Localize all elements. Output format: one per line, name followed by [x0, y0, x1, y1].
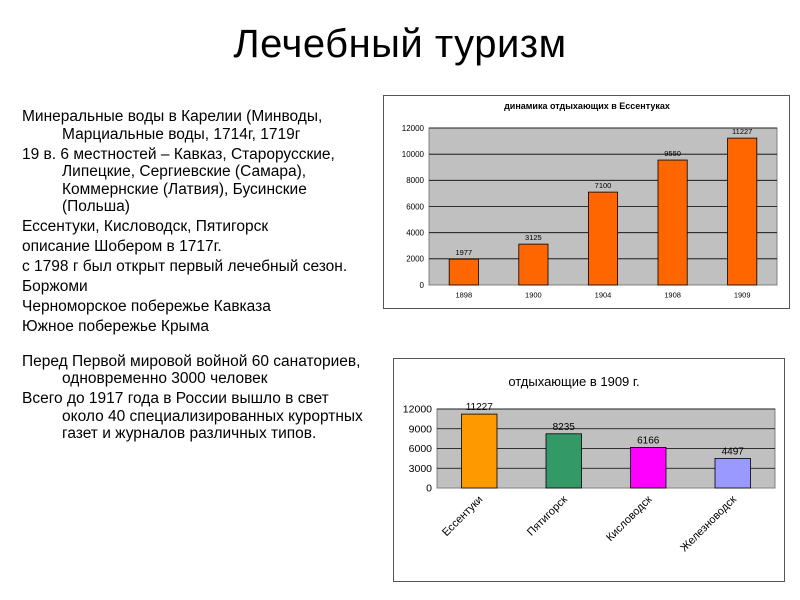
bar: [657, 159, 688, 286]
y-tick-label: 0: [420, 281, 425, 290]
data-label: 8235: [553, 422, 576, 433]
bar: [545, 433, 582, 489]
essentuki-dynamics-chart-svg: динамика отдыхающих в Ессентуках 0 2000 400…: [402, 101, 778, 300]
data-label: 11227: [466, 402, 494, 413]
data-label: 1977: [455, 248, 472, 257]
bar: [727, 137, 758, 286]
bullet-item: с 1798 г был открыт первый лечебный сезо…: [22, 258, 348, 275]
x-tick-label: 1904: [595, 291, 612, 300]
y-tick-label: 10000: [402, 150, 425, 159]
bullet-item: Черноморское побережье Кавказа: [22, 298, 271, 315]
x-tick-label: 1909: [734, 291, 751, 300]
x-tick-label: Кисловодск: [604, 494, 654, 544]
essentuki-dynamics-chart: динамика отдыхающих в Ессентуках 0 2000 400…: [383, 95, 790, 309]
y-tick-label: 9000: [409, 423, 433, 435]
x-tick-label: Железноводск: [678, 494, 739, 555]
y-tick-label: 8000: [406, 176, 424, 185]
bar: [518, 243, 549, 286]
bar: [587, 191, 619, 286]
bullet-item: Боржоми: [22, 278, 88, 295]
y-tick-label: 0: [426, 483, 432, 495]
data-label: 6166: [637, 435, 660, 446]
x-tick-label: Ессентуки: [440, 494, 485, 539]
bullet-item: Минеральные воды в Карелии (Минводы, Мар…: [22, 108, 323, 143]
x-tick-label: 1898: [455, 291, 472, 300]
data-label: 3125: [525, 233, 542, 242]
slide-title: Лечебный туризм: [233, 22, 567, 66]
bar: [714, 457, 751, 489]
data-label: 4497: [722, 446, 745, 457]
data-label: 11227: [732, 127, 752, 136]
bullet-item: Южное побережье Крыма: [22, 318, 209, 335]
bullet-item: описание Шобером в 1717г.: [22, 238, 222, 255]
chart-title: отдыхающие в 1909 г.: [508, 374, 639, 389]
data-label: 7100: [595, 181, 612, 190]
bar: [630, 447, 667, 489]
bullet-item: 19 в. 6 местностей – Кавказ, Старорусски…: [22, 145, 335, 216]
y-tick-label: 12000: [403, 404, 432, 416]
y-tick-label: 6000: [409, 443, 433, 455]
resorts-1909-chart: отдыхающие в 1909 г. 0 3000 6000 9000 12000 11…: [393, 358, 785, 582]
chart-title: динамика отдыхающих в Ессентуках: [504, 101, 670, 111]
data-label: 9550: [664, 149, 681, 158]
bullet-item: Всего до 1917 года в России вышло в свет…: [22, 390, 363, 442]
y-tick-label: 3000: [409, 463, 433, 475]
bullet-item: Ессентуки, Кисловодск, Пятигорск: [22, 218, 269, 235]
bullet-list: Минеральные воды в Карелии (Минводы, Мар…: [22, 108, 367, 445]
x-tick-label: Пятигорск: [525, 494, 570, 539]
resorts-1909-chart-svg: отдыхающие в 1909 г. 0 3000 6000 9000 12000 11…: [403, 374, 776, 555]
bar: [461, 413, 498, 489]
x-tick-label: 1908: [664, 291, 681, 300]
y-tick-label: 6000: [406, 202, 424, 211]
y-tick-label: 2000: [406, 255, 424, 264]
bar: [448, 258, 479, 286]
y-tick-label: 12000: [402, 124, 425, 133]
x-tick-label: 1900: [525, 291, 542, 300]
y-tick-label: 4000: [406, 228, 424, 237]
bullet-item: Перед Первой мировой войной 60 санаторие…: [22, 352, 361, 388]
